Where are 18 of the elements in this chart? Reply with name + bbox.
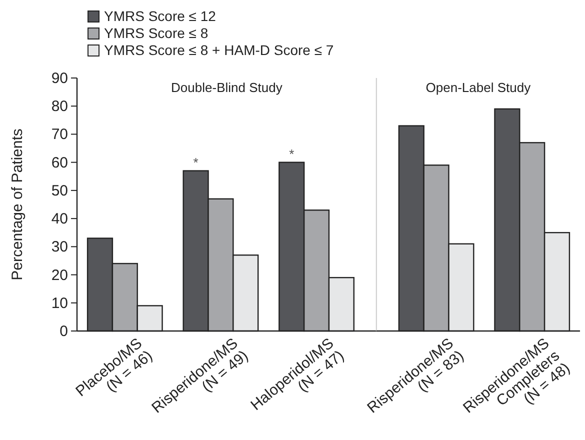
y-tick-label: 0 (60, 323, 68, 340)
y-tick-label: 50 (51, 182, 68, 200)
annotation: * (289, 146, 294, 162)
y-axis-title: Percentage of Patients (9, 128, 26, 280)
chart-title: Double-Blind Study (171, 80, 283, 95)
legend-label: YMRS Score ≤ 8 + HAM-D Score ≤ 7 (104, 42, 334, 58)
y-tick-label: 40 (51, 210, 68, 228)
y-tick-label: 80 (51, 98, 68, 116)
annotation: * (193, 154, 198, 170)
legend-label: YMRS Score ≤ 12 (104, 8, 216, 24)
y-tick-label: 90 (51, 70, 68, 87)
y-tick-label: 20 (51, 266, 68, 284)
y-tick-label: 70 (51, 126, 68, 144)
y-tick-label: 30 (51, 238, 68, 256)
y-tick-label: 10 (51, 294, 68, 312)
chart-title: Open-Label Study (426, 80, 532, 95)
y-tick-label: 60 (51, 154, 68, 172)
legend-label: YMRS Score ≤ 8 (104, 25, 208, 41)
